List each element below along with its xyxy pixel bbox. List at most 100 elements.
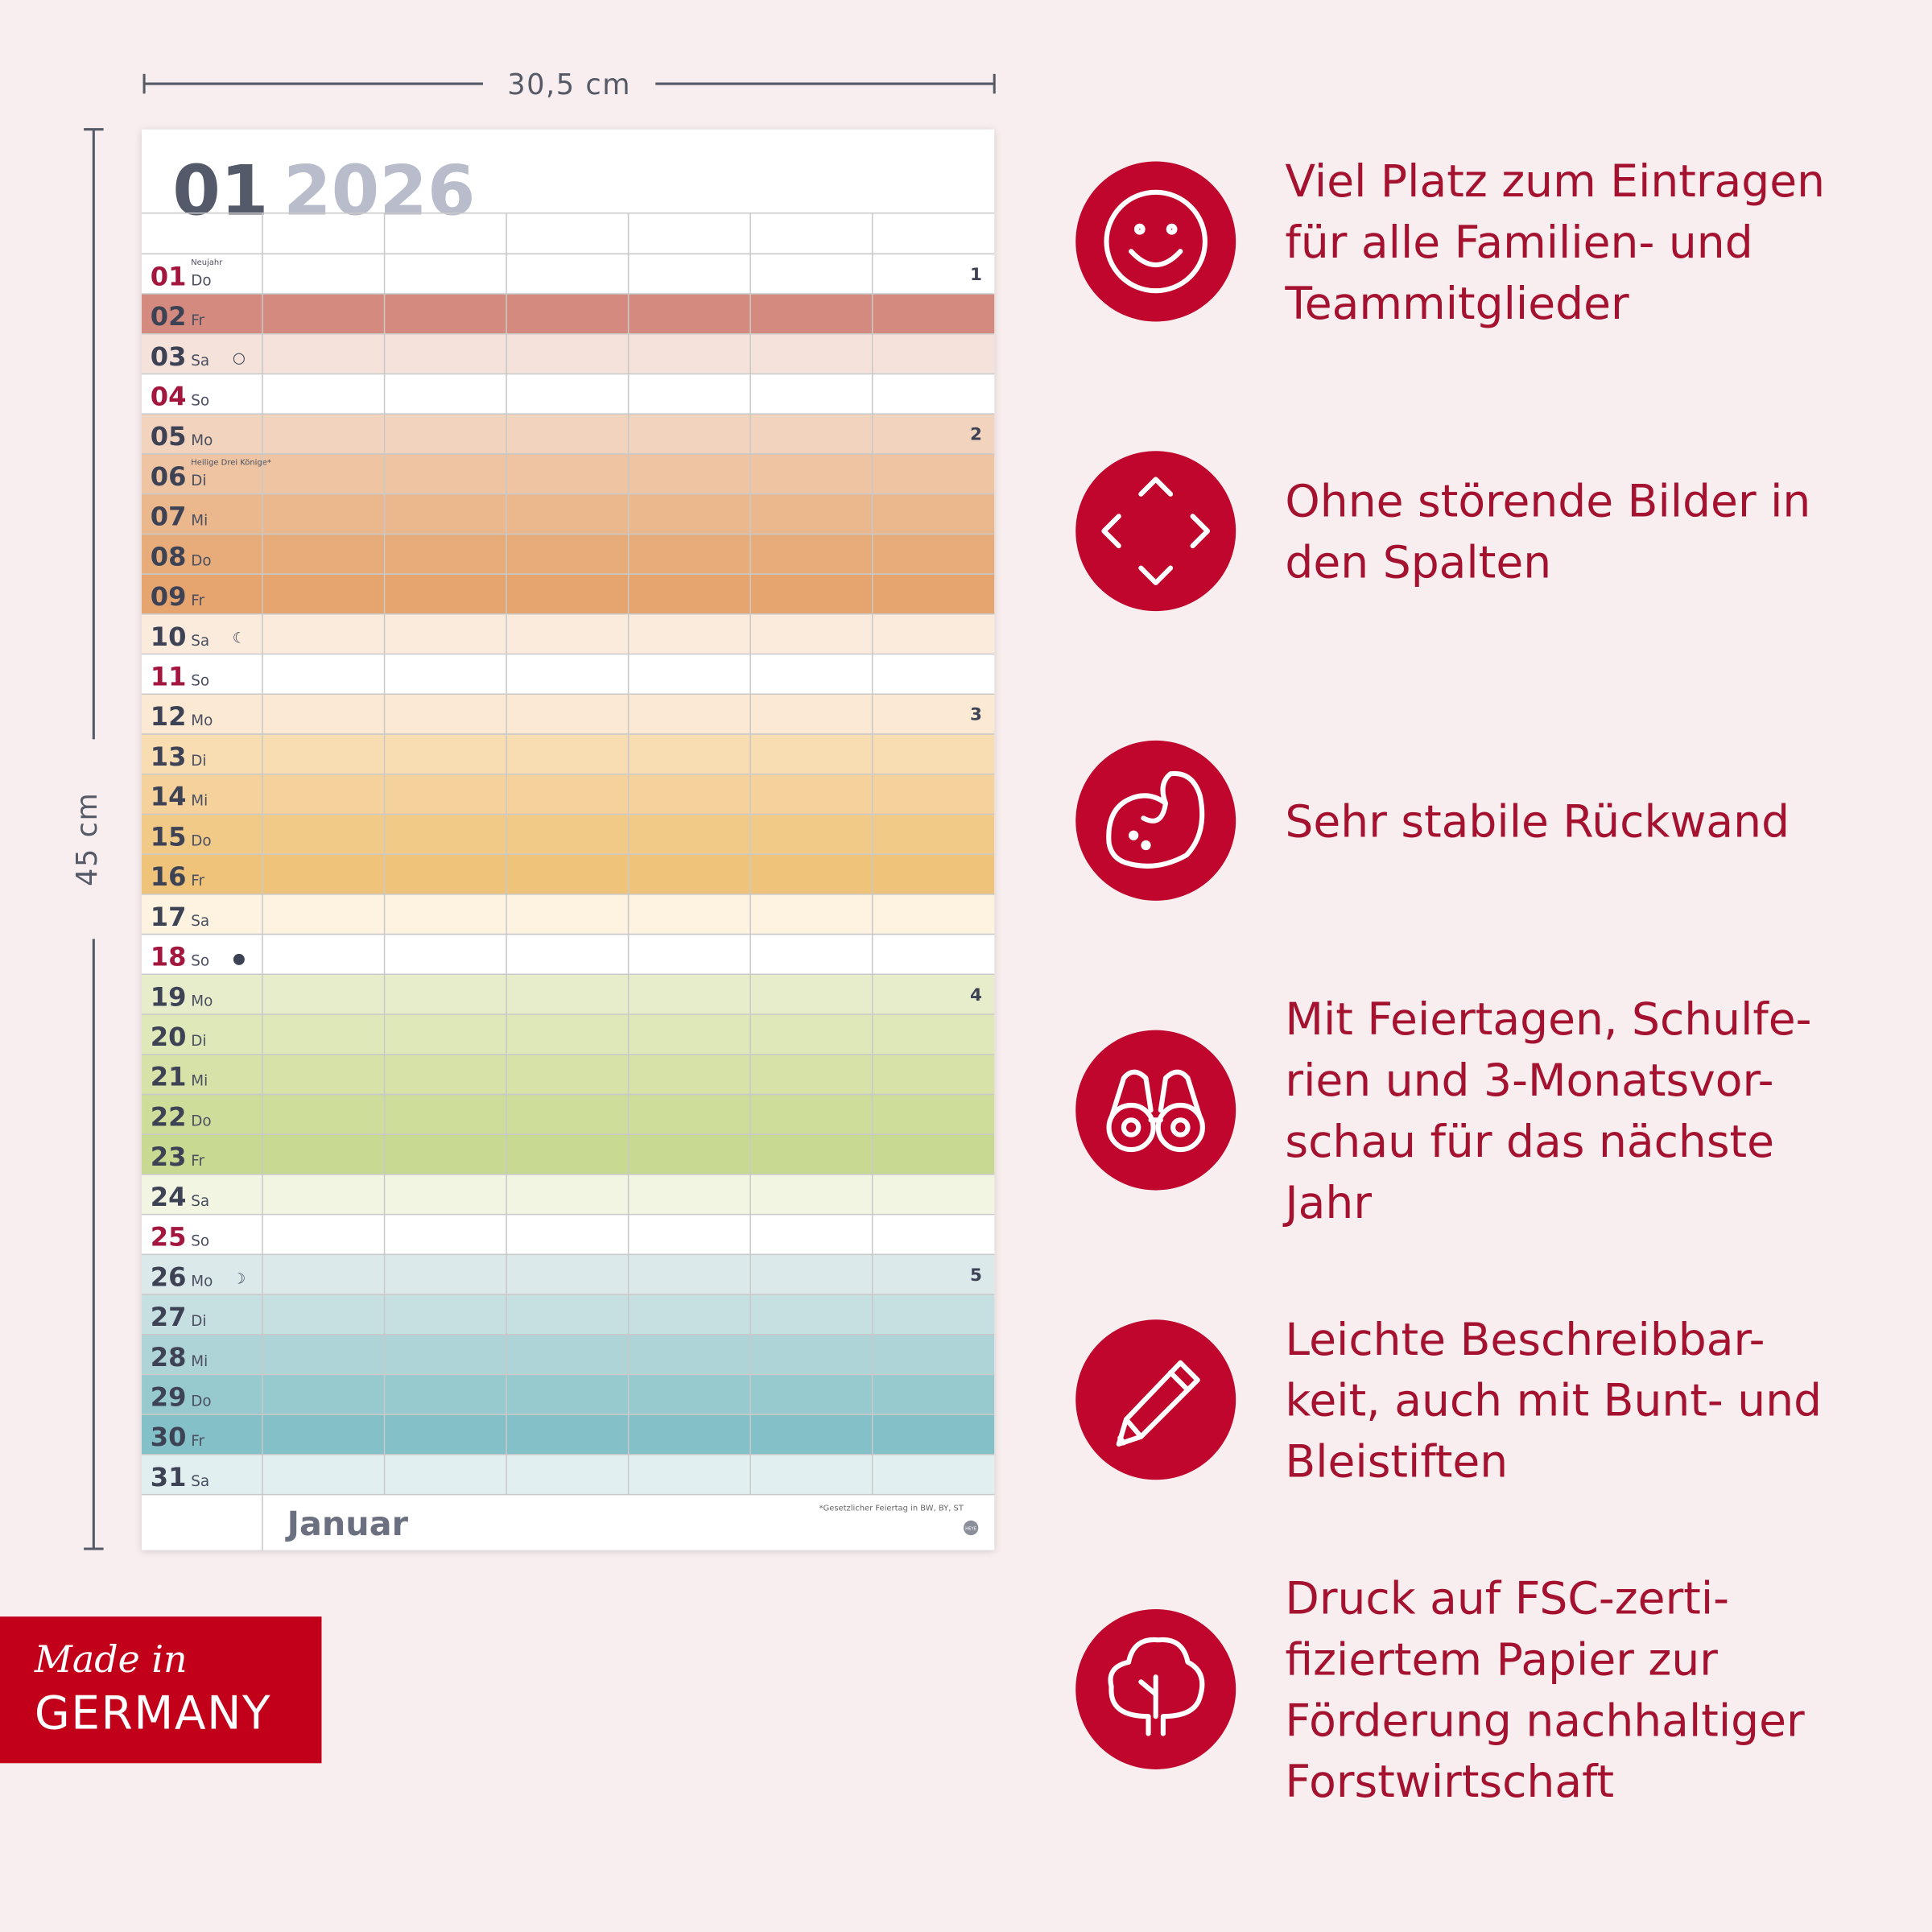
feature-line: fiziertem Papier zur	[1285, 1633, 1718, 1685]
day-number: 21	[151, 1062, 187, 1092]
feature-line: den Spalten	[1285, 537, 1551, 588]
day-row	[142, 774, 995, 815]
day-number: 02	[151, 301, 187, 332]
day-number: 19	[151, 981, 187, 1012]
day-number: 08	[151, 541, 187, 572]
feature-line: Leichte Beschreibbar-	[1285, 1314, 1765, 1365]
feature-line: Mit Feiertagen, Schulfe-	[1285, 993, 1811, 1045]
day-number: 09	[151, 581, 187, 612]
week-number: 4	[970, 985, 982, 1005]
feature-icon-background	[1075, 451, 1236, 612]
feature-icon	[1106, 1069, 1205, 1153]
icon-stroke	[1129, 249, 1183, 268]
week-number: 1	[970, 265, 982, 285]
day-number: 05	[151, 421, 187, 452]
icon-stroke	[1141, 800, 1169, 824]
badge	[0, 1616, 322, 1764]
day-number: 01	[151, 261, 187, 291]
feature-icon-background	[1075, 1030, 1236, 1191]
icon-stroke	[1168, 1370, 1191, 1393]
day-row	[142, 733, 995, 774]
feature-line: schau für das nächste	[1285, 1116, 1774, 1167]
weekday: Mi	[191, 1353, 208, 1370]
feature-text: Mit Feiertagen, Schulfe-rien und 3-Monat…	[1282, 993, 1811, 1228]
feature-line: für alle Familien- und	[1285, 217, 1752, 268]
icon-stroke	[1170, 1117, 1191, 1137]
year: 2026	[283, 151, 476, 231]
icon-stroke	[1117, 1435, 1126, 1446]
day-number: 28	[151, 1342, 187, 1373]
icon-stroke	[1101, 514, 1121, 549]
feature-icon	[1108, 1637, 1205, 1736]
weekday: Di	[191, 1033, 206, 1050]
day-row	[142, 294, 995, 334]
day-row	[142, 613, 995, 654]
icon-stroke	[1104, 189, 1208, 294]
feature-line: Bleistiften	[1285, 1436, 1508, 1488]
feature-icon	[1106, 770, 1205, 869]
icon-stroke	[1106, 1102, 1156, 1153]
weekday: So	[191, 392, 209, 409]
weekday: Do	[191, 552, 211, 569]
weekday: Sa	[191, 353, 209, 369]
icon-stroke	[1116, 1360, 1200, 1447]
day-row	[142, 1414, 995, 1455]
feature-text: Sehr stabile Rückwand	[1285, 795, 1790, 847]
day-row	[142, 1174, 995, 1215]
day-row	[142, 1134, 995, 1174]
feature-icon	[1116, 1360, 1200, 1447]
day-row	[142, 1294, 995, 1335]
feature-line: Viel Platz zum Eintragen	[1285, 155, 1825, 207]
weekday: So	[191, 673, 209, 690]
moon-phase: ☽	[233, 1270, 246, 1287]
icon-stroke	[1133, 223, 1146, 235]
holiday-note: Heilige Drei Könige*	[191, 459, 271, 468]
day-number: 17	[151, 902, 187, 932]
feature-text: Druck auf FSC-zerti-fiziertem Papier zur…	[1285, 1572, 1805, 1807]
day-number: 22	[151, 1101, 187, 1132]
day-row	[142, 574, 995, 614]
icon-stroke	[1129, 830, 1139, 840]
weekday: Fr	[191, 1153, 204, 1170]
feature-text: Viel Platz zum Eintragen für alle Familie…	[1284, 155, 1825, 329]
day-row	[142, 1454, 995, 1495]
day-row	[142, 1054, 995, 1095]
day-row	[142, 1374, 995, 1415]
icon-stroke	[1138, 1679, 1158, 1697]
feature-line: rien und 3-Monatsvor-	[1285, 1055, 1773, 1106]
weekday: Sa	[191, 913, 209, 930]
weekday: Fr	[191, 873, 204, 890]
day-row	[142, 374, 995, 415]
weekday: Do	[191, 1113, 211, 1129]
day-row	[142, 1214, 995, 1255]
width-label: 30,5 cm	[507, 68, 631, 101]
day-number: 20	[151, 1022, 187, 1052]
weekday: Mo	[191, 712, 213, 729]
moon-phase: ☾	[233, 630, 246, 647]
icon-stroke	[1138, 477, 1174, 497]
weekday: So	[191, 1233, 209, 1250]
day-number: 07	[151, 502, 187, 532]
icon-stroke	[1166, 223, 1178, 235]
day-number: 31	[151, 1462, 187, 1492]
day-row	[142, 534, 995, 575]
logo-text: HEYE	[965, 1526, 977, 1531]
day-number: 25	[151, 1222, 187, 1253]
week-number: 2	[970, 425, 982, 445]
day-number: 16	[151, 861, 187, 892]
feature-icon	[1101, 477, 1211, 586]
feature-line: Jahr	[1282, 1177, 1372, 1228]
height-label: 45 cm	[71, 792, 104, 886]
icon-stroke	[1123, 1417, 1144, 1439]
day-number: 27	[151, 1302, 187, 1332]
feature-line: Förderung nachhaltiger	[1285, 1695, 1805, 1746]
day-number: 13	[151, 741, 187, 772]
feature-line: Ohne störende Bilder in	[1285, 476, 1810, 527]
icon-stroke	[1106, 770, 1205, 869]
badge-country: GERMANY	[35, 1686, 271, 1740]
logo	[963, 1520, 979, 1536]
feature-list: Viel Platz zum Eintragen für alle Familie…	[1075, 155, 1825, 1807]
moon-phase: ●	[233, 950, 246, 967]
icon-stroke	[1155, 1102, 1205, 1153]
